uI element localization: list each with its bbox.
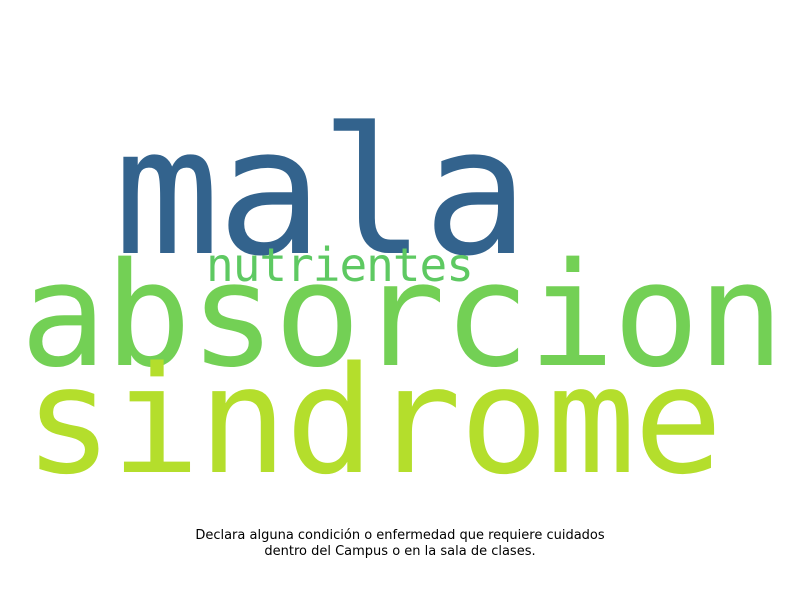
caption-line-2: dentro del Campus o en la sala de clases… (264, 544, 536, 559)
word-absorcion: absorcion (20, 231, 784, 399)
caption-line-1: Declara alguna condición o enfermedad qu… (195, 528, 605, 543)
caption: Declara alguna condición o enfermedad qu… (0, 528, 800, 560)
word-sindrome: sindrome (24, 335, 723, 507)
word-nutrientes: nutrientes (206, 238, 474, 292)
word-mala: mala (114, 90, 529, 295)
